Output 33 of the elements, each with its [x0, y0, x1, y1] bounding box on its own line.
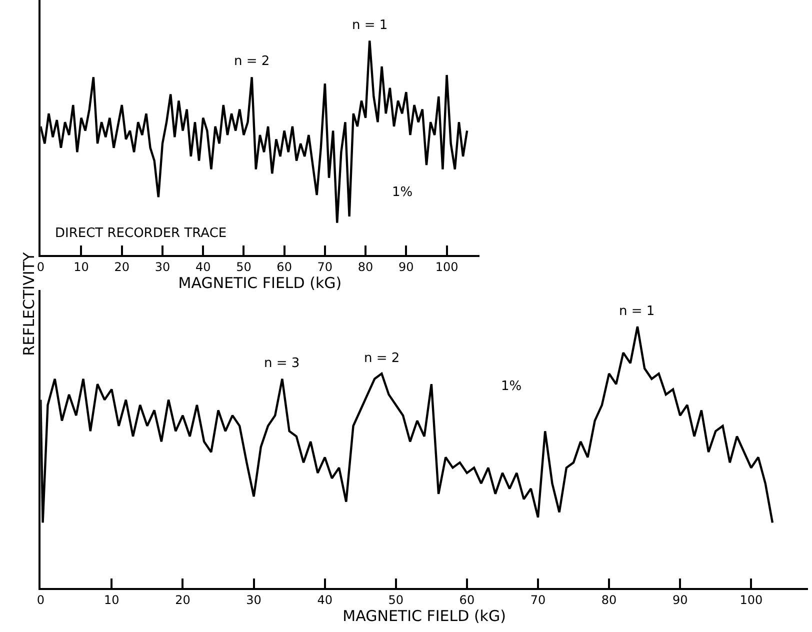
annotation: n = 1: [352, 18, 388, 33]
annotation: 1%: [392, 185, 413, 200]
x-tick-label: 80: [601, 593, 617, 608]
annotation: n = 2: [234, 54, 270, 69]
x-tick-label: 30: [154, 260, 170, 274]
annotation: n = 2: [364, 351, 400, 366]
x-tick-label: 90: [672, 593, 688, 608]
x-tick-label: 40: [195, 260, 211, 274]
x-tick-label: 30: [246, 593, 262, 608]
x-tick-label: 10: [74, 260, 89, 274]
x-tick-label: 70: [317, 260, 333, 274]
annotation: DIRECT RECORDER TRACE: [55, 226, 227, 241]
x-tick-label: 0: [36, 593, 44, 608]
annotation: 1%: [501, 379, 522, 394]
x-tick-label: 60: [276, 260, 292, 274]
x-tick-label: 80: [358, 260, 374, 274]
x-tick-label: 40: [317, 593, 332, 608]
x-tick-label: 100: [740, 593, 763, 608]
x-tick-label: 70: [530, 593, 546, 608]
x-tick-label: 100: [435, 260, 458, 274]
x-tick-label: 50: [388, 593, 404, 608]
x-tick-label: 50: [236, 260, 252, 274]
x-tick-label: 0: [36, 260, 44, 274]
annotation: n = 1: [619, 304, 655, 319]
x-tick-label: 90: [398, 260, 414, 274]
x-tick-label: 20: [114, 260, 130, 274]
x-tick-label: 10: [104, 593, 120, 608]
x-axis-title: MAGNETIC FIELD (kG): [342, 607, 506, 626]
y-axis-title: REFLECTIVITY: [20, 252, 38, 356]
annotation: n = 3: [264, 356, 300, 371]
x-tick-label: 20: [175, 593, 190, 608]
x-axis-title: MAGNETIC FIELD (kG): [178, 274, 342, 292]
x-tick-label: 60: [459, 593, 475, 608]
